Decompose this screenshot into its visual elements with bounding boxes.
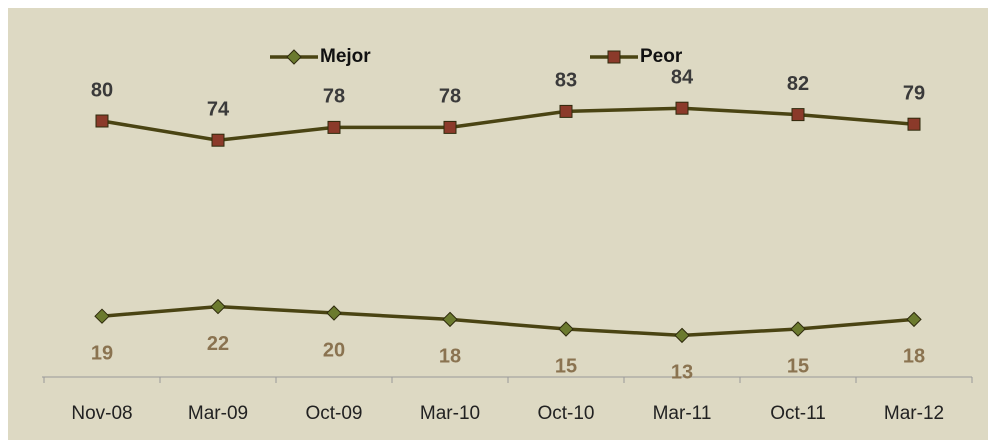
data-point <box>907 117 921 131</box>
data-label: 78 <box>323 86 345 108</box>
data-point <box>559 104 573 118</box>
data-point <box>210 298 226 315</box>
data-label: 74 <box>207 98 230 120</box>
data-point <box>95 114 109 128</box>
data-point <box>906 311 922 328</box>
series-line <box>101 304 915 338</box>
data-label: 13 <box>671 362 693 384</box>
data-label: 78 <box>439 86 461 108</box>
data-point <box>674 327 690 344</box>
data-point <box>327 120 341 134</box>
data-point <box>791 108 805 122</box>
x-tick-label: Oct-10 <box>537 403 594 424</box>
legend-marker <box>607 50 621 64</box>
data-point <box>790 321 806 337</box>
data-label: 19 <box>91 342 113 364</box>
data-point <box>558 321 574 337</box>
data-point <box>94 308 110 324</box>
data-label: 79 <box>903 82 925 104</box>
x-tick-label: Mar-09 <box>188 403 248 424</box>
x-tick-label: Oct-09 <box>305 403 362 424</box>
data-label: 20 <box>323 339 345 361</box>
data-point <box>326 305 342 321</box>
data-point <box>675 101 689 115</box>
legend-label: Mejor <box>320 46 371 67</box>
data-label: 15 <box>787 355 809 377</box>
x-tick-label: Mar-11 <box>653 403 712 424</box>
data-label: 18 <box>439 346 461 368</box>
legend-marker <box>286 49 302 65</box>
data-label: 80 <box>91 79 113 101</box>
x-tick-label: Nov-08 <box>71 403 132 424</box>
data-label: 82 <box>787 73 809 95</box>
data-label: 83 <box>555 70 577 92</box>
x-tick-label: Mar-12 <box>884 403 944 424</box>
data-label: 84 <box>671 66 694 88</box>
x-tick-label: Mar-10 <box>420 403 480 424</box>
x-tick-label: Oct-11 <box>770 403 826 424</box>
data-label: 18 <box>903 346 925 368</box>
data-label: 22 <box>207 333 229 355</box>
series-line <box>101 106 915 142</box>
data-point <box>442 311 458 328</box>
legend-label: Peor <box>640 46 683 67</box>
plot-background <box>8 8 988 440</box>
data-label: 15 <box>555 355 577 377</box>
data-point <box>211 133 225 147</box>
data-point <box>443 120 457 134</box>
